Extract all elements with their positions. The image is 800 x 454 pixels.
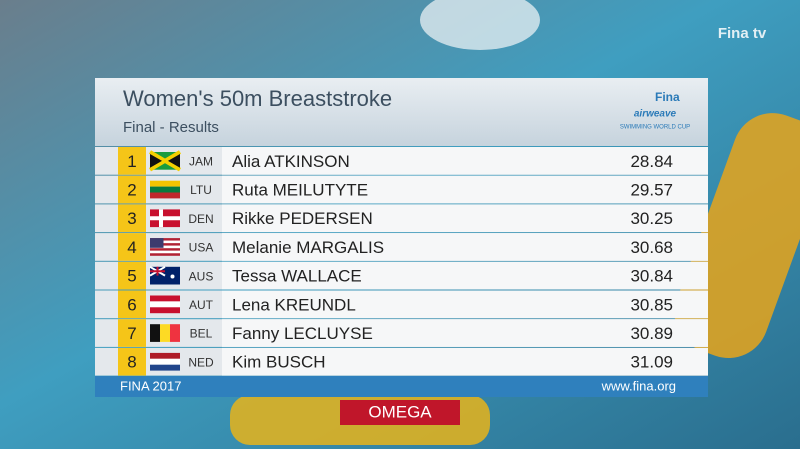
footer-bar (95, 376, 708, 397)
flag (150, 266, 165, 276)
rank-cell (118, 233, 146, 261)
flag (150, 154, 180, 168)
name-cell (222, 233, 708, 261)
time: 30.25 (630, 209, 673, 228)
rank: 7 (127, 324, 136, 343)
sponsor: OMEGA (368, 402, 432, 421)
flag (150, 180, 180, 187)
athlete-name: Alia ATKINSON (232, 152, 350, 171)
rank-cell (118, 290, 146, 319)
country-code: JAM (189, 155, 213, 169)
flag (148, 150, 182, 172)
name-cell (222, 347, 708, 376)
rank: 3 (127, 209, 136, 228)
footer-right: www.fina.org (601, 378, 676, 393)
rank-cell (118, 204, 146, 233)
time: 30.84 (630, 267, 673, 286)
rank: 4 (127, 238, 136, 257)
flag (150, 245, 180, 249)
country-code: DEN (188, 212, 213, 226)
time: 31.09 (630, 353, 673, 372)
name-cell (222, 261, 708, 290)
country-code: LTU (190, 183, 212, 197)
flag (150, 238, 164, 248)
flag (150, 364, 180, 371)
rank: 5 (127, 267, 136, 286)
flag (150, 248, 180, 251)
channel-logo: Fina tv (718, 25, 767, 42)
flag (150, 358, 180, 365)
rank: 1 (127, 152, 136, 171)
country-code: BEL (190, 327, 213, 341)
flag (150, 238, 180, 241)
flag (160, 324, 170, 342)
logo-sponsor: airweave (634, 109, 677, 120)
flag (150, 250, 180, 254)
flag (170, 274, 175, 279)
flag (150, 192, 180, 199)
time: 30.68 (630, 238, 673, 257)
rank-cell (118, 319, 146, 347)
name-cell (222, 147, 708, 175)
flag (150, 216, 180, 221)
results-table: 1 JAM Alia ATKINSON 28.84 2 LTU Ruta MEILUTYTE… (95, 147, 708, 376)
sponsor-box (340, 400, 460, 425)
time: 30.89 (630, 324, 673, 343)
athlete-name: Ruta MEILUTYTE (232, 181, 368, 200)
athlete-name: Lena KREUNDL (232, 295, 356, 314)
athlete-name: Kim BUSCH (232, 353, 326, 372)
rank: 6 (127, 295, 136, 314)
name-cell (222, 204, 708, 233)
flag (150, 253, 180, 256)
rank-cell (118, 175, 146, 204)
light (420, 0, 540, 50)
rank: 2 (127, 181, 136, 200)
rank: 8 (127, 353, 136, 372)
flag (150, 186, 180, 193)
flag (150, 295, 180, 302)
athlete-name: Melanie MARGALIS (232, 238, 384, 257)
title: Women's 50m Breaststroke (123, 86, 392, 111)
footer-left: FINA 2017 (120, 378, 181, 393)
flag (150, 301, 180, 308)
subtitle: Final - Results (123, 119, 219, 136)
rank-cell (118, 147, 146, 175)
country-code: NED (188, 355, 214, 369)
time: 29.57 (630, 181, 673, 200)
country-code: AUT (189, 298, 214, 312)
time: 28.84 (630, 152, 673, 171)
country-code: USA (189, 241, 214, 255)
flag (150, 307, 180, 314)
logo-event: SWIMMING WORLD CUP (620, 125, 690, 131)
name-cell (222, 319, 708, 347)
logo-brand: Fina (655, 90, 680, 104)
flag (170, 324, 180, 342)
rank-cell (118, 347, 146, 376)
flag (150, 240, 180, 244)
flag (150, 324, 160, 342)
lane-rope (674, 113, 800, 358)
flag (150, 352, 180, 359)
athlete-name: Tessa WALLACE (232, 267, 362, 286)
header-panel (95, 78, 708, 146)
rank-cell (118, 261, 146, 290)
flag (150, 243, 180, 246)
country-code: AUS (189, 269, 214, 283)
time: 30.85 (630, 295, 673, 314)
athlete-name: Rikke PEDERSEN (232, 209, 373, 228)
name-cell (222, 290, 708, 319)
athlete-name: Fanny LECLUYSE (232, 324, 373, 343)
name-cell (222, 175, 708, 204)
